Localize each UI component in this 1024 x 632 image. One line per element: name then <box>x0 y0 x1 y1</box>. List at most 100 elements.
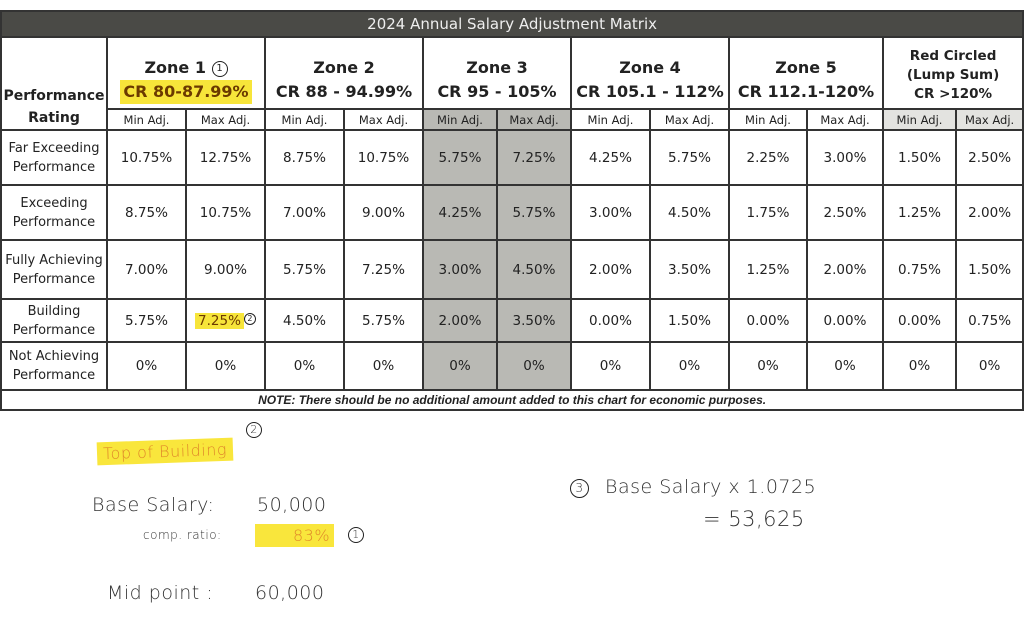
max-adj-header: Max Adj. <box>649 108 730 131</box>
adjustment-cell: 1.50% <box>882 129 957 186</box>
adjustment-cell: 2.00% <box>570 239 651 300</box>
min-adj-header: Min Adj. <box>882 108 957 131</box>
zone-3-header: Zone 3 CR 95 - 105% <box>422 36 572 110</box>
adjustment-cell: 2.50% <box>806 184 884 241</box>
adjustment-value: 2.00% <box>823 261 867 278</box>
min-adj-header: Min Adj. <box>570 108 651 131</box>
zone-cr-range: CR >120% <box>914 86 993 102</box>
comp-ratio-label: comp. ratio: <box>143 528 222 542</box>
formula-result: = 53,625 <box>703 507 805 531</box>
adjustment-cell: 5.75% <box>422 129 498 186</box>
formula: Base Salary x 1.0725 <box>605 476 817 498</box>
top-of-building-note: Top of Building <box>96 437 234 466</box>
min-adj-header: Min Adj. <box>106 108 187 131</box>
adjustment-cell: 0% <box>649 341 730 391</box>
adjustment-value: 7.25% <box>195 312 244 329</box>
zone-cr-range: CR 95 - 105% <box>437 82 557 101</box>
adjustment-cell: 0% <box>882 341 957 391</box>
adjustment-value: 0.00% <box>823 312 867 329</box>
annotation-circle-1: 1 <box>348 527 364 543</box>
adjustment-value: 0% <box>678 358 701 374</box>
adjustment-cell: 5.75% <box>496 184 572 241</box>
adjustment-cell: 0% <box>185 341 266 391</box>
adjustment-cell: 2.25% <box>728 129 808 186</box>
adjustment-value: 12.75% <box>199 149 252 166</box>
adjustment-value: 10.75% <box>120 149 173 166</box>
table-row: Building Performance 5.75% 7.25% 2 4.50% 5.75%… <box>0 298 1024 343</box>
adjustment-value: 10.75% <box>357 149 410 166</box>
adjustment-value: 1.50% <box>668 312 711 329</box>
adjustment-value: 5.75% <box>283 261 326 278</box>
midpoint-label: Mid point : <box>107 582 214 604</box>
adjustment-cell: 0.00% <box>570 298 651 343</box>
matrix-title: 2024 Annual Salary Adjustment Matrix <box>0 10 1024 38</box>
adjustment-cell: 0% <box>954 341 1024 391</box>
adjustment-cell: 0.75% <box>954 298 1024 343</box>
adjustment-value: 0% <box>523 358 545 374</box>
adjustment-value: 7.25% <box>362 261 405 278</box>
adjustment-value: 7.00% <box>283 204 326 221</box>
adjustment-value: 0% <box>293 358 316 374</box>
performance-header-line2: Rating <box>28 110 80 126</box>
adjustment-value: 8.75% <box>283 149 326 166</box>
adjustment-cell: 7.25% 2 <box>185 298 266 343</box>
adjustment-value: 0% <box>978 358 1001 374</box>
max-adj-header: Max Adj. <box>496 108 572 131</box>
adjustment-cell: 0.75% <box>882 239 957 300</box>
min-adj-header: Min Adj. <box>728 108 808 131</box>
adjustment-cell: 5.75% <box>106 298 187 343</box>
adjustment-cell: 0% <box>264 341 345 391</box>
adjustment-value: 1.25% <box>898 204 941 221</box>
rating-label-line: Performance <box>12 159 96 175</box>
adjustment-value: 1.50% <box>968 261 1012 278</box>
rating-label-line: Exceeding <box>20 195 88 211</box>
adjustment-value: 3.00% <box>823 149 867 166</box>
performance-rating-label: Building Performance <box>0 298 108 343</box>
adjustment-value: 7.00% <box>125 261 168 278</box>
adjustment-value: 2.00% <box>589 261 632 278</box>
adjustment-cell: 0.00% <box>806 298 884 343</box>
zone-name: Red Circled <box>909 48 997 64</box>
performance-rating-label: Exceeding Performance <box>0 184 108 241</box>
adjustment-cell: 0% <box>343 341 424 391</box>
adjustment-value: 0% <box>372 358 395 374</box>
comp-ratio-value: 83% <box>255 524 335 547</box>
red-circled-header: Red Circled (Lump Sum) CR >120% <box>881 36 1024 110</box>
zone-name: Zone 3 <box>466 58 528 77</box>
adjustment-value: 3.00% <box>589 204 632 221</box>
adjustment-value: 8.75% <box>125 204 168 221</box>
performance-rating-label: Not Achieving Performance <box>0 341 108 391</box>
adjustment-value: 5.75% <box>438 149 482 166</box>
adjustment-value: 0% <box>599 358 622 374</box>
adjustment-value: 5.75% <box>362 312 405 329</box>
zone-name-sub: (Lump Sum) <box>906 67 1000 83</box>
zone-name: Zone 4 <box>619 58 681 77</box>
adjustment-value: 1.75% <box>746 204 790 221</box>
adjustment-cell: 12.75% <box>185 129 266 186</box>
adjustment-value: 4.50% <box>512 261 556 278</box>
annotation-circle-2: 2 <box>243 312 256 325</box>
adjustment-cell: 4.50% <box>649 184 730 241</box>
adjustment-cell: 4.25% <box>422 184 498 241</box>
matrix-note: NOTE: There should be no additional amou… <box>0 389 1024 411</box>
zone-1-header: Zone 1 1 CR 80-87.99% <box>106 36 266 110</box>
adjustment-cell: 1.75% <box>728 184 808 241</box>
adjustment-value: 0% <box>834 358 856 374</box>
rating-label-line: Performance <box>12 368 96 383</box>
adjustment-value: 1.25% <box>746 261 790 278</box>
adjustment-cell: 2.00% <box>954 184 1024 241</box>
adjustment-cell: 7.25% <box>496 129 572 186</box>
adjustment-value: 5.75% <box>668 149 711 166</box>
adjustment-cell: 1.25% <box>882 184 957 241</box>
adjustment-value: 4.50% <box>283 312 326 329</box>
adjustment-cell: 0% <box>806 341 884 391</box>
max-adj-header: Max Adj. <box>954 108 1024 131</box>
max-adj-header: Max Adj. <box>806 108 884 131</box>
rating-label-line: Building <box>27 303 81 319</box>
rating-label-line: Fully Achieving <box>5 252 103 268</box>
adjustment-value: 4.50% <box>668 204 711 221</box>
adjustment-cell: 8.75% <box>106 184 187 241</box>
zone-cr-range: CR 88 - 94.99% <box>275 82 413 101</box>
zone-4-header: Zone 4 CR 105.1 - 112% <box>570 36 730 110</box>
adjustment-value: 4.25% <box>589 149 632 166</box>
